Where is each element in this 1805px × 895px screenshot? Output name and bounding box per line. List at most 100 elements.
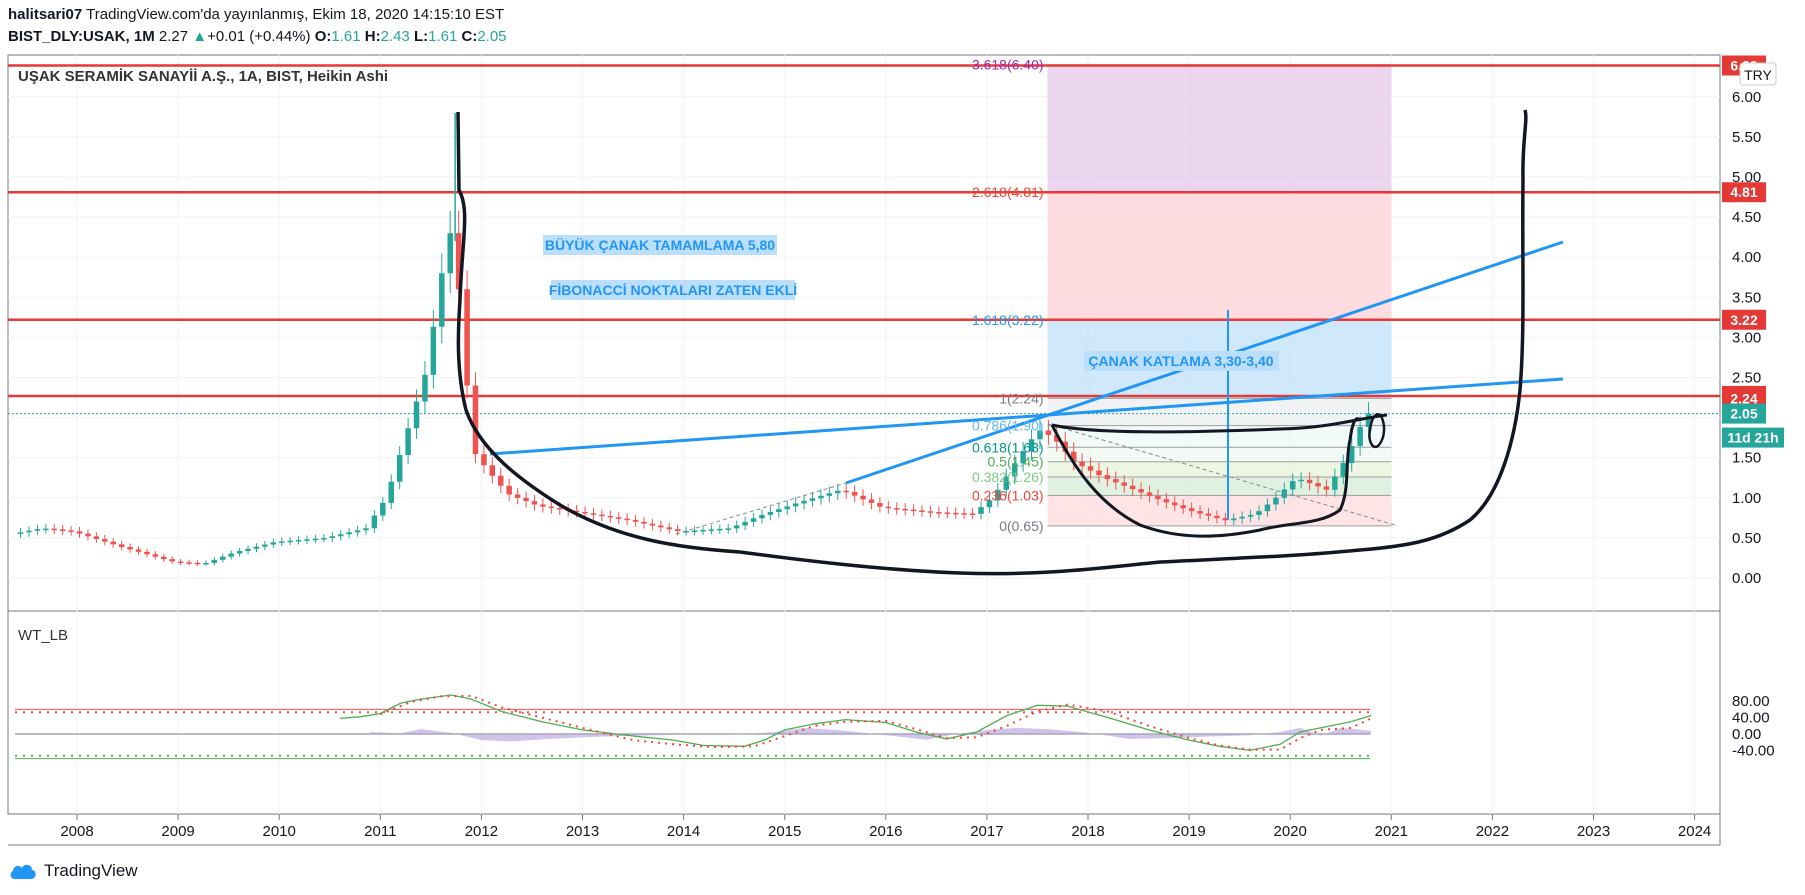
publish-info: TradingView.com'da yayınlanmış, Ekim 18,…: [86, 6, 505, 23]
candle-body: [26, 530, 32, 533]
candle-body: [144, 551, 150, 555]
candle-body: [590, 513, 597, 515]
candle-body: [1289, 481, 1296, 490]
candle-body: [472, 385, 479, 455]
price-label: 3.22: [1730, 312, 1757, 328]
candle-body: [1357, 426, 1363, 447]
cloud-icon: [10, 864, 36, 879]
candle-body: [422, 374, 428, 402]
candle-body: [666, 527, 673, 530]
candle-body: [877, 503, 883, 507]
time-tick: 2016: [869, 823, 902, 840]
candle-body: [1180, 505, 1186, 509]
fib-zone: [1047, 476, 1392, 496]
candle-body: [531, 501, 538, 505]
time-tick: 2021: [1375, 823, 1408, 840]
candle-body: [969, 513, 976, 516]
low-value: 1.61: [428, 28, 458, 45]
candle-body: [1323, 486, 1330, 490]
candle-body: [489, 465, 496, 476]
candle-body: [152, 554, 159, 557]
candle-body: [169, 559, 175, 562]
histogram-area: [370, 727, 1372, 742]
oscillator: [15, 694, 1372, 760]
currency-label: TRY: [1744, 67, 1772, 83]
annotation-cup-target[interactable]: BÜYÜK ÇANAK TAMAMLAMA 5,80: [543, 235, 777, 255]
candle-body: [1163, 499, 1170, 503]
cup-handle-curve: [1051, 413, 1388, 434]
annotation-cup-double[interactable]: ÇANAK KATLAMA 3,30-3,40: [1084, 351, 1279, 371]
candle-body: [388, 481, 395, 503]
price-label-box: [1722, 309, 1766, 330]
candle-body: [978, 507, 984, 514]
candle-body: [1037, 430, 1043, 440]
candle-body: [287, 540, 293, 543]
chart-frame: [7, 54, 1721, 846]
candle-body: [801, 500, 807, 504]
candle-body: [245, 548, 251, 552]
candle-body: [161, 556, 167, 560]
candle-body: [1197, 511, 1203, 514]
time-axis[interactable]: 2008 2009 2010 2011 2012 2013 2014 2015 2016 2017…: [60, 814, 1711, 840]
candle-body: [1365, 413, 1372, 427]
candle-body: [1188, 508, 1195, 512]
candle-body: [557, 507, 563, 510]
candle-body: [1222, 518, 1229, 521]
price-label: 11d 21h: [1727, 430, 1778, 446]
candle-body: [194, 562, 201, 565]
candle-body: [1104, 475, 1111, 480]
price-label-box: [1722, 182, 1766, 203]
candle-body: [220, 556, 226, 560]
low-label: L:: [413, 28, 429, 45]
grid: [8, 55, 1720, 814]
candle-body: [68, 530, 74, 532]
candle-body: [986, 500, 993, 508]
time-tick: 2023: [1577, 823, 1610, 840]
candle-body: [312, 538, 319, 541]
wt2-line: [379, 694, 1372, 751]
fib-label: 0(0.65): [999, 518, 1043, 534]
annotation-fib-note[interactable]: FİBONACCİ NOKTALARI ZATEN EKLİ: [549, 280, 797, 300]
candle-body: [658, 525, 664, 528]
price-label-box: [1722, 403, 1766, 424]
candle-body: [514, 494, 521, 498]
time-tick: 2009: [161, 823, 194, 840]
candle-body: [615, 517, 622, 519]
candle-body: [548, 506, 555, 509]
tradingview-logo[interactable]: TradingView: [8, 860, 138, 882]
candle-body: [236, 551, 243, 554]
price-axis[interactable]: 0.000.501.001.502.002.503.003.504.004.50…: [1732, 89, 1761, 587]
candle-body: [43, 528, 49, 531]
candle-body: [1121, 482, 1127, 486]
candle-body: [447, 233, 453, 274]
currency-badge[interactable]: TRY: [1739, 62, 1777, 86]
annotation-text-1: BÜYÜK ÇANAK TAMAMLAMA 5,80: [545, 237, 775, 253]
price-tick: 4.50: [1732, 209, 1761, 226]
time-tick: 2013: [566, 823, 599, 840]
candle-body: [110, 541, 116, 545]
candle-body: [1070, 451, 1077, 462]
candle-body: [894, 508, 900, 510]
candle-body: [102, 538, 108, 542]
fib-label: 1(2.24): [999, 390, 1043, 406]
price-tick: 2.50: [1732, 370, 1761, 387]
indicator-tick: 40.00: [1732, 710, 1770, 727]
candle-body: [700, 529, 706, 532]
candle-body: [523, 497, 529, 502]
symbol-label: BIST_DLY:USAK, 1M: [8, 28, 155, 45]
open-label: O:: [314, 28, 332, 45]
time-tick: 2012: [465, 823, 498, 840]
candle-body: [683, 531, 689, 533]
candle-body: [784, 506, 790, 510]
candle-body: [1155, 495, 1161, 500]
candle-body: [1138, 489, 1144, 493]
candle-body: [1247, 514, 1254, 517]
dashed-line-1: [675, 482, 847, 535]
author-name[interactable]: halitsari07: [8, 6, 83, 23]
annotation-text-2: FİBONACCİ NOKTALARI ZATEN EKLİ: [549, 282, 797, 298]
candle-body: [750, 518, 757, 522]
candle-body: [691, 530, 698, 533]
open-value: 1.61: [331, 28, 361, 45]
